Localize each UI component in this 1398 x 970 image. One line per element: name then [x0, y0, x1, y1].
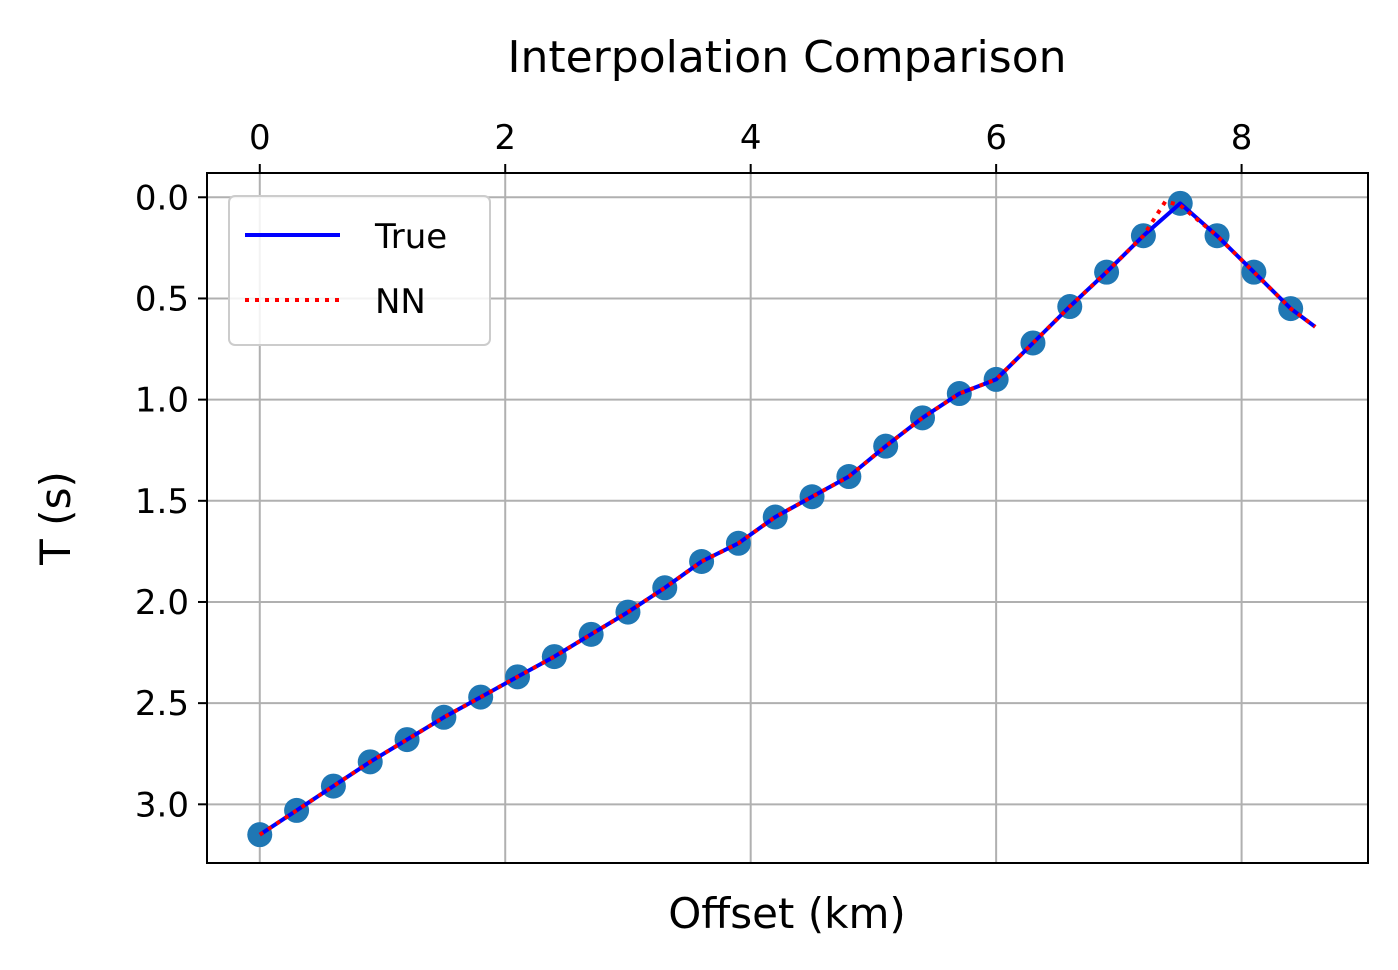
legend: True NN — [228, 195, 491, 346]
y-tick-label: 0.0 — [135, 178, 189, 218]
y-tick-label: 1.5 — [135, 482, 189, 522]
y-tick-label: 3.0 — [135, 785, 189, 825]
legend-label-nn: NN — [375, 282, 426, 322]
x-tick-label: 0 — [249, 118, 271, 158]
legend-box — [228, 195, 491, 346]
chart-title: Interpolation Comparison — [507, 32, 1066, 83]
x-axis-title: Offset (km) — [668, 889, 906, 938]
x-tick-label: 2 — [494, 118, 516, 158]
y-axis: 0.0 0.5 1.0 1.5 2.0 2.5 3.0 — [135, 178, 207, 825]
legend-label-true: True — [374, 217, 447, 257]
y-tick-label: 2.0 — [135, 583, 189, 623]
y-tick-label: 2.5 — [135, 684, 189, 724]
series-layer — [258, 199, 1317, 837]
y-axis-title: T (s) — [31, 471, 80, 566]
x-tick-label: 6 — [985, 118, 1007, 158]
x-tick-label: 4 — [740, 118, 762, 158]
plot-frame — [206, 172, 1369, 864]
y-tick-label: 1.0 — [135, 381, 189, 421]
x-axis-top: 0 2 4 6 8 — [249, 118, 1252, 173]
scatter-point — [247, 822, 273, 848]
x-tick-label: 8 — [1231, 118, 1253, 158]
y-tick-label: 0.5 — [135, 279, 189, 319]
